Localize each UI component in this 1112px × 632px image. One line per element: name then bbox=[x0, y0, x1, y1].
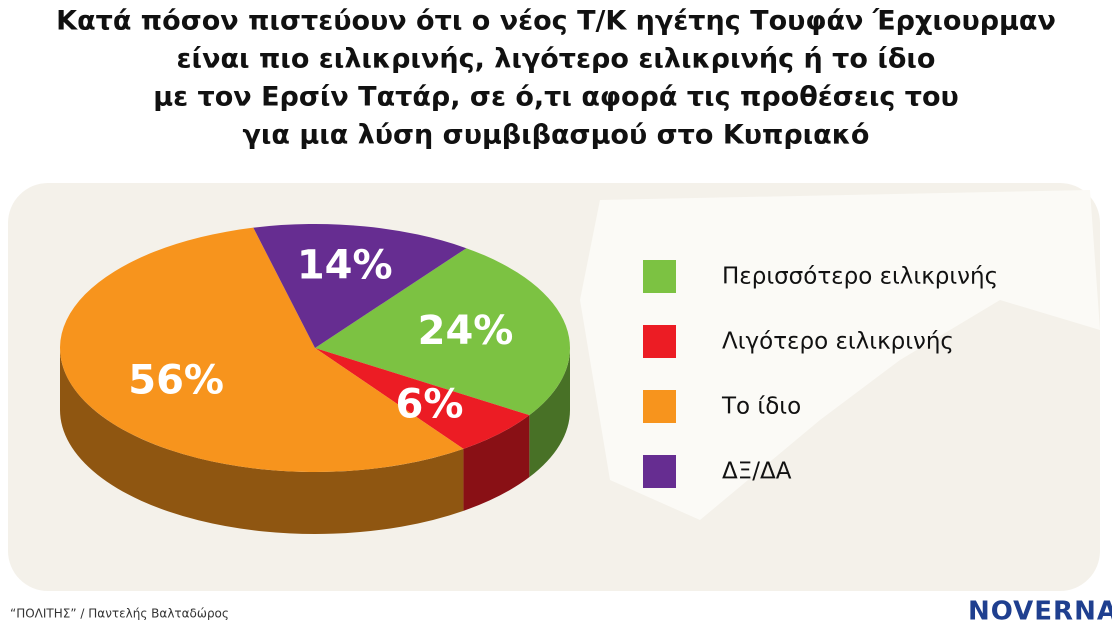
chart-title: για μια λύση συμβιβασμού στο Κυπριακό bbox=[243, 120, 870, 151]
slice bbox=[253, 223, 467, 348]
legend-label: Το ίδιο bbox=[721, 394, 801, 420]
slice-side bbox=[463, 415, 530, 511]
legend-swatch bbox=[643, 455, 676, 488]
slice bbox=[315, 348, 530, 449]
legend-label: ΔΞ/ΔΑ bbox=[722, 459, 792, 485]
chart-title: με τον Ερσίν Τατάρ, σε ό,τι αφορά τις πρ… bbox=[153, 82, 959, 113]
data-label: 56% bbox=[128, 357, 224, 403]
data-label: 14% bbox=[297, 243, 393, 289]
legend-label: Λιγότερο ειλικρινής bbox=[722, 329, 954, 355]
slice bbox=[315, 248, 570, 416]
logo: NOVERNA bbox=[968, 597, 1112, 627]
chart-title: Κατά πόσον πιστεύουν ότι ο νέος Τ/Κ ηγέτ… bbox=[56, 6, 1056, 37]
map-shape bbox=[580, 190, 1100, 520]
legend-swatch bbox=[643, 325, 676, 358]
legend-label: Περισσότερο ειλικρινής bbox=[722, 264, 998, 290]
data-label: 24% bbox=[418, 308, 514, 354]
legend-swatch bbox=[643, 390, 676, 423]
slice bbox=[60, 227, 464, 472]
data-label: 6% bbox=[396, 381, 464, 427]
chart-title: είναι πιο ειλικρινής, λιγότερο ειλικρινή… bbox=[177, 44, 936, 75]
source: “ΠΟΛΙΤΗΣ” / Παντελής Βαλταδώρος bbox=[10, 607, 229, 621]
slice-side bbox=[529, 348, 570, 478]
legend-swatch bbox=[643, 260, 676, 293]
slice-side bbox=[60, 348, 464, 534]
